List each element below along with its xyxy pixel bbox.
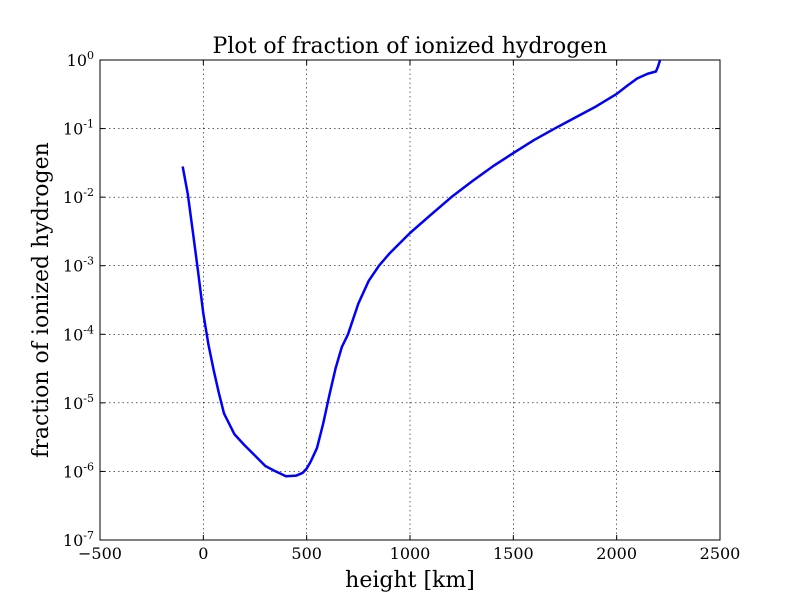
y-axis-label: fraction of ionized hydrogen: [29, 142, 54, 458]
y-tick-base: 10: [63, 257, 83, 276]
y-tick-base: 10: [63, 531, 83, 550]
y-tick-base: 10: [63, 188, 83, 207]
y-tick-exponent: -4: [83, 323, 94, 336]
x-axis-label: height [km]: [345, 568, 475, 593]
x-tick-label: 1000: [390, 544, 431, 563]
y-tick-label: 10-2: [63, 186, 94, 207]
y-tick-exponent: -6: [83, 460, 94, 473]
grid: [99, 59, 721, 541]
x-ticks: −500 0 500 1000 1500 2000 2500: [78, 60, 740, 563]
y-tick-label: 10-1: [63, 118, 94, 139]
y-tick-exponent: -2: [83, 186, 94, 199]
x-tick-label: −500: [78, 544, 122, 563]
y-tick-exponent: -5: [83, 392, 94, 405]
y-tick-base: 10: [67, 51, 87, 70]
x-tick-label: 1500: [493, 544, 534, 563]
y-tick-exponent: -1: [83, 118, 94, 131]
y-tick-label: 10-3: [63, 255, 94, 276]
x-tick-label: 2500: [700, 544, 741, 563]
y-tick-label: 100: [67, 49, 94, 70]
chart-title: Plot of fraction of ionized hydrogen: [213, 34, 608, 59]
x-tick-label: 0: [198, 544, 208, 563]
y-tick-base: 10: [63, 462, 83, 481]
y-tick-exponent: 0: [87, 49, 94, 62]
x-tick-label: 500: [291, 544, 322, 563]
y-tick-exponent: -3: [83, 255, 94, 268]
y-tick-base: 10: [63, 394, 83, 413]
y-tick-label: 10-7: [63, 529, 94, 550]
y-tick-base: 10: [63, 325, 83, 344]
y-tick-base: 10: [63, 120, 83, 139]
y-tick-exponent: -7: [83, 529, 94, 542]
x-tick-label: 2000: [596, 544, 637, 563]
y-tick-label: 10-5: [63, 392, 94, 413]
y-tick-label: 10-4: [63, 323, 94, 344]
series-line: [181, 59, 662, 478]
y-tick-label: 10-6: [63, 460, 94, 481]
